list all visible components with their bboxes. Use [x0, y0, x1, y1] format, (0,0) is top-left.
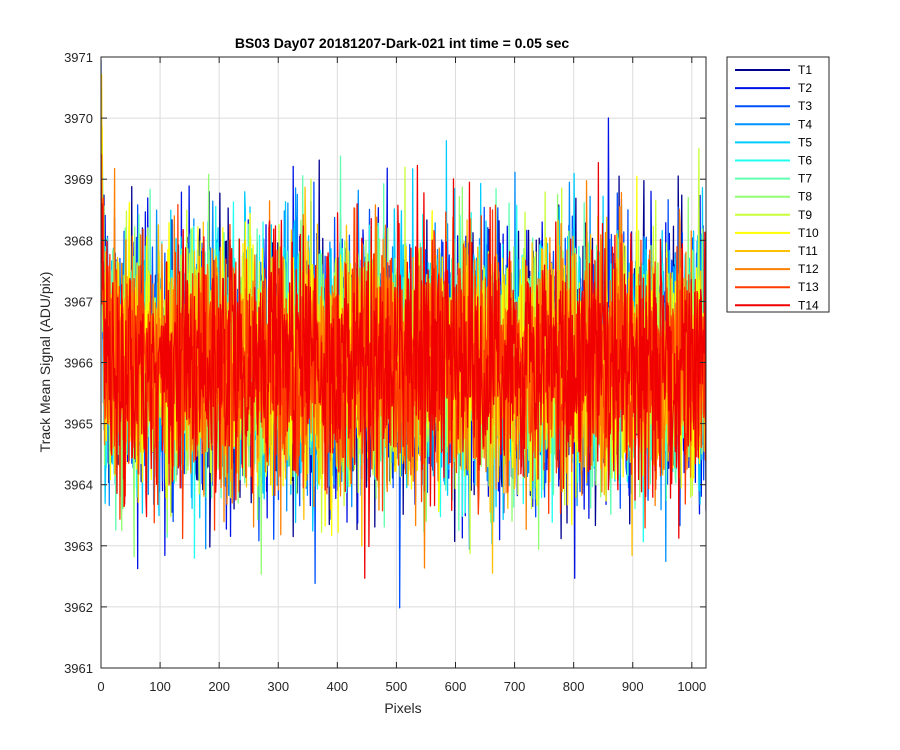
y-tick-label: 3967	[64, 294, 93, 309]
legend-label-t10: T10	[798, 226, 819, 240]
y-tick-labels: 3961 3962 3963 3964 3965 3966 3967 3968 3969 3970…	[64, 50, 93, 676]
x-tick-label: 600	[445, 679, 467, 694]
legend-label-t11: T11	[798, 244, 818, 258]
y-tick-label: 3962	[64, 600, 93, 615]
legend-entries: T1 T2 T3 T4 T5 T6 T7 T8 T9 T10 T11 T12 T13 T14	[735, 63, 819, 312]
y-tick-label: 3969	[64, 172, 93, 187]
axes-box	[100, 56, 707, 669]
series-line-t14	[101, 161, 706, 579]
legend-label-t7: T7	[798, 172, 812, 186]
legend-label-t14: T14	[798, 298, 819, 312]
y-tick-label: 3965	[64, 417, 93, 432]
legend-label-t13: T13	[798, 280, 819, 294]
legend-label-t8: T8	[798, 190, 812, 204]
x-tick-label: 900	[622, 679, 644, 694]
series-lines	[101, 60, 706, 609]
plot-area	[100, 56, 707, 669]
x-tick-label: 800	[563, 679, 585, 694]
x-tick-label: 1000	[677, 679, 706, 694]
y-tick-label: 3963	[64, 539, 93, 554]
y-tick-label: 3964	[64, 478, 93, 493]
x-tick-label: 0	[97, 679, 104, 694]
legend-label-t5: T5	[798, 135, 812, 149]
legend-label-t4: T4	[798, 117, 812, 131]
legend-label-t12: T12	[798, 262, 819, 276]
legend[interactable]: T1 T2 T3 T4 T5 T6 T7 T8 T9 T10 T11 T12 T13 T14	[726, 56, 830, 313]
x-tick-label: 400	[326, 679, 348, 694]
y-axis-label: Track Mean Signal (ADU/pix)	[37, 272, 53, 453]
x-tick-label: 700	[504, 679, 526, 694]
legend-label-t6: T6	[798, 154, 812, 168]
y-tick-label: 3971	[64, 50, 93, 65]
x-tick-label: 500	[386, 679, 408, 694]
y-tick-label: 3961	[64, 661, 93, 676]
x-axis-label: Pixels	[384, 700, 421, 716]
x-tick-label: 300	[267, 679, 289, 694]
x-tick-label: 100	[149, 679, 171, 694]
legend-label-t2: T2	[798, 81, 812, 95]
legend-label-t3: T3	[798, 99, 812, 113]
legend-label-t1: T1	[798, 63, 812, 77]
chart-title: BS03 Day07 20181207-Dark-021 int time = …	[235, 35, 569, 51]
y-tick-label: 3968	[64, 233, 93, 248]
legend-label-t9: T9	[798, 208, 812, 222]
x-tick-labels: 0 100 200 300 400 500 600 700 800 900 1000	[97, 679, 706, 694]
y-tick-label: 3970	[64, 111, 93, 126]
x-tick-label: 200	[208, 679, 230, 694]
y-tick-label: 3966	[64, 356, 93, 371]
